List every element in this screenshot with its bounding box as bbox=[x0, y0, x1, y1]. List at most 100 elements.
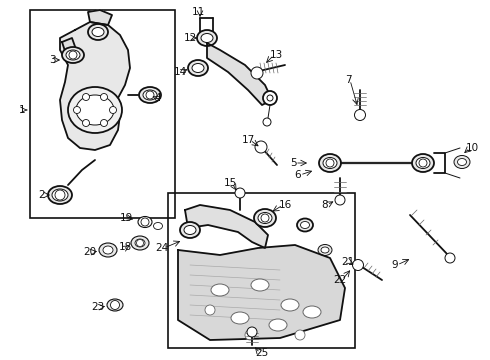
Text: 16: 16 bbox=[278, 200, 292, 210]
Ellipse shape bbox=[197, 30, 217, 46]
Ellipse shape bbox=[66, 50, 80, 60]
Ellipse shape bbox=[131, 236, 149, 250]
Ellipse shape bbox=[211, 284, 229, 296]
Circle shape bbox=[205, 305, 215, 315]
Text: 9: 9 bbox=[392, 260, 398, 270]
Circle shape bbox=[109, 107, 117, 113]
Text: 14: 14 bbox=[173, 67, 187, 77]
Ellipse shape bbox=[251, 279, 269, 291]
Circle shape bbox=[100, 120, 107, 126]
Text: 20: 20 bbox=[83, 247, 97, 257]
Polygon shape bbox=[185, 205, 268, 248]
Text: 23: 23 bbox=[91, 302, 105, 312]
Polygon shape bbox=[207, 43, 272, 105]
Circle shape bbox=[69, 51, 77, 59]
Circle shape bbox=[263, 91, 277, 105]
Ellipse shape bbox=[138, 216, 152, 228]
Circle shape bbox=[74, 107, 80, 113]
Circle shape bbox=[111, 301, 120, 310]
Circle shape bbox=[55, 190, 65, 200]
Circle shape bbox=[261, 214, 269, 222]
Ellipse shape bbox=[103, 246, 113, 254]
Ellipse shape bbox=[192, 63, 204, 72]
Ellipse shape bbox=[323, 158, 337, 168]
Text: 2: 2 bbox=[39, 190, 45, 200]
Circle shape bbox=[141, 218, 149, 226]
Circle shape bbox=[354, 109, 366, 121]
Ellipse shape bbox=[297, 219, 313, 231]
Ellipse shape bbox=[143, 90, 157, 100]
Ellipse shape bbox=[88, 24, 108, 40]
Ellipse shape bbox=[454, 156, 470, 168]
Text: 6: 6 bbox=[294, 170, 301, 180]
Polygon shape bbox=[62, 38, 78, 60]
Circle shape bbox=[267, 95, 273, 101]
Ellipse shape bbox=[412, 154, 434, 172]
Ellipse shape bbox=[458, 158, 466, 166]
Text: 5: 5 bbox=[290, 158, 296, 168]
Text: 8: 8 bbox=[322, 200, 328, 210]
Polygon shape bbox=[178, 245, 345, 340]
Circle shape bbox=[326, 159, 334, 167]
Ellipse shape bbox=[99, 243, 117, 257]
Ellipse shape bbox=[153, 222, 163, 230]
Circle shape bbox=[100, 94, 107, 100]
Ellipse shape bbox=[68, 87, 122, 133]
Ellipse shape bbox=[52, 189, 68, 201]
Text: 22: 22 bbox=[333, 275, 346, 285]
Text: 24: 24 bbox=[155, 243, 169, 253]
Bar bbox=[168, 193, 355, 348]
Ellipse shape bbox=[254, 209, 276, 227]
Text: 12: 12 bbox=[183, 33, 196, 43]
Ellipse shape bbox=[318, 244, 332, 256]
Ellipse shape bbox=[62, 47, 84, 63]
Text: 19: 19 bbox=[120, 213, 133, 223]
Ellipse shape bbox=[319, 154, 341, 172]
Text: 10: 10 bbox=[466, 143, 479, 153]
Text: 11: 11 bbox=[192, 7, 205, 17]
Ellipse shape bbox=[269, 319, 287, 331]
Ellipse shape bbox=[188, 60, 208, 76]
Text: 21: 21 bbox=[342, 257, 355, 267]
Circle shape bbox=[255, 141, 267, 153]
Ellipse shape bbox=[180, 222, 200, 238]
Ellipse shape bbox=[258, 212, 272, 224]
Circle shape bbox=[251, 67, 263, 79]
Circle shape bbox=[352, 260, 364, 270]
Ellipse shape bbox=[321, 247, 329, 253]
Circle shape bbox=[263, 118, 271, 126]
Ellipse shape bbox=[231, 312, 249, 324]
Circle shape bbox=[235, 188, 245, 198]
Text: 4: 4 bbox=[155, 93, 161, 103]
Text: 15: 15 bbox=[223, 178, 237, 188]
Text: 18: 18 bbox=[119, 242, 132, 252]
Text: 1: 1 bbox=[19, 105, 25, 115]
Circle shape bbox=[82, 94, 90, 100]
Text: 13: 13 bbox=[270, 50, 283, 60]
Ellipse shape bbox=[107, 299, 123, 311]
Circle shape bbox=[82, 120, 90, 126]
Ellipse shape bbox=[92, 27, 104, 36]
Polygon shape bbox=[88, 10, 112, 25]
Ellipse shape bbox=[76, 95, 114, 125]
Text: 7: 7 bbox=[344, 75, 351, 85]
Circle shape bbox=[247, 327, 257, 337]
Ellipse shape bbox=[184, 225, 196, 234]
Ellipse shape bbox=[281, 299, 299, 311]
Ellipse shape bbox=[416, 158, 430, 168]
Text: 25: 25 bbox=[255, 348, 269, 358]
Circle shape bbox=[245, 330, 255, 340]
Text: 3: 3 bbox=[49, 55, 55, 65]
Circle shape bbox=[146, 91, 154, 99]
Ellipse shape bbox=[135, 239, 145, 247]
Circle shape bbox=[419, 159, 427, 167]
Bar bbox=[30, 10, 175, 218]
Ellipse shape bbox=[139, 87, 161, 103]
Circle shape bbox=[295, 330, 305, 340]
Circle shape bbox=[445, 253, 455, 263]
Polygon shape bbox=[60, 22, 130, 150]
Text: 17: 17 bbox=[242, 135, 255, 145]
Circle shape bbox=[137, 239, 144, 247]
Ellipse shape bbox=[303, 306, 321, 318]
Circle shape bbox=[335, 195, 345, 205]
